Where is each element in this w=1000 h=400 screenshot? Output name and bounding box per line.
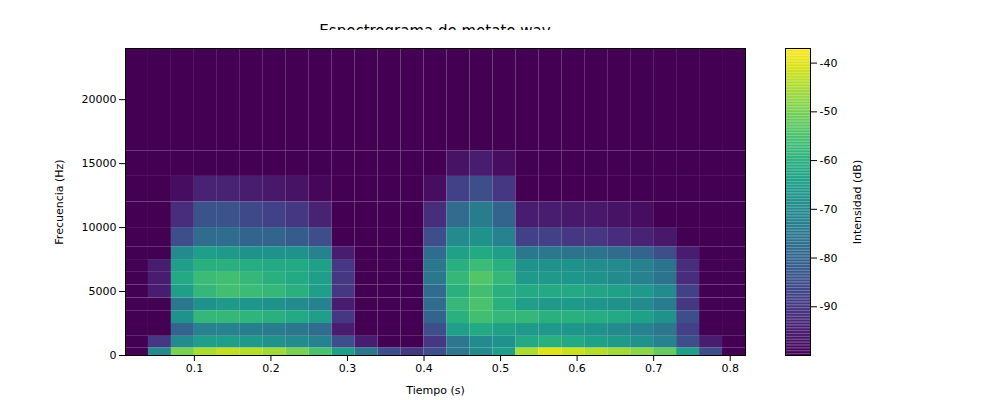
html-text:Espectrograma de metate.wav: Espectrograma de metate.wav	[319, 22, 551, 40]
svg-text:-60: -60	[820, 154, 838, 167]
svg-text:0.8: 0.8	[721, 362, 739, 375]
svg-text:-90: -90	[820, 300, 838, 313]
svg-text:0: 0	[110, 349, 117, 362]
svg-text:20000: 20000	[82, 93, 117, 106]
svg-text:0.6: 0.6	[568, 362, 586, 375]
svg-text:-70: -70	[820, 203, 838, 216]
svg-text:15000: 15000	[82, 157, 117, 170]
svg-text:0.4: 0.4	[415, 362, 433, 375]
svg-text:0.3: 0.3	[339, 362, 357, 375]
svg-text:Tiempo (s): Tiempo (s)	[405, 384, 464, 397]
svg-text:Intensidad (dB): Intensidad (dB)	[851, 160, 864, 244]
svg-text:-40: -40	[820, 57, 838, 70]
svg-text:0.5: 0.5	[492, 362, 510, 375]
svg-text:0.1: 0.1	[186, 362, 204, 375]
svg-text:0.2: 0.2	[262, 362, 280, 375]
svg-text:0.7: 0.7	[645, 362, 663, 375]
svg-text:-50: -50	[820, 105, 838, 118]
svg-text:10000: 10000	[82, 221, 117, 234]
svg-text:5000: 5000	[89, 285, 117, 298]
svg-text:-80: -80	[820, 252, 838, 265]
svg-text:Frecuencia (Hz): Frecuencia (Hz)	[53, 159, 66, 244]
